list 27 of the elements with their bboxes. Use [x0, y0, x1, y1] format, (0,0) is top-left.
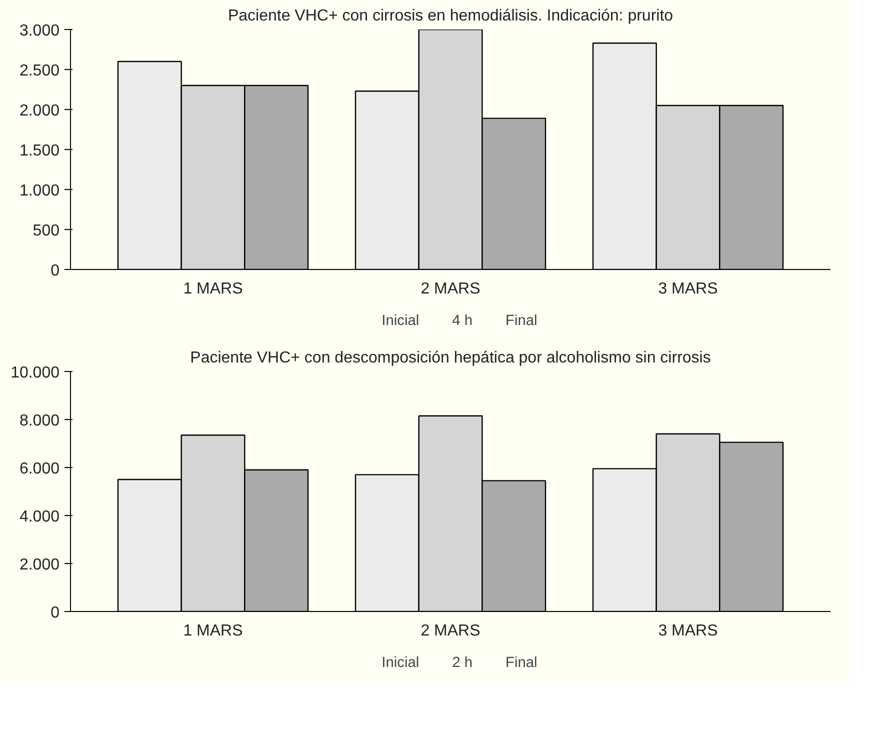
x-tick-label: 3 MARS — [658, 622, 718, 640]
x-tick-label: 3 MARS — [658, 280, 718, 298]
chart-title: Paciente VHC+ con cirrosis en hemodiálisis. Indicación: prurito — [228, 8, 674, 24]
y-tick-label: 10.000 — [10, 364, 60, 382]
text: Final — [506, 313, 538, 329]
text: 2 h — [452, 655, 473, 671]
y-tick-label: 2.000 — [19, 556, 60, 574]
y-tick-label: 2.500 — [19, 62, 60, 80]
x-tick-label: 1 MARS — [183, 280, 243, 298]
text: 4 h — [452, 313, 473, 329]
text: Inicial — [382, 655, 420, 671]
text: Inicial — [382, 313, 420, 329]
y-tick-label: 0 — [50, 604, 60, 622]
y-tick-label: 0 — [50, 262, 60, 280]
x-tick-label: 2 MARS — [420, 280, 480, 298]
y-tick-label: 1.000 — [19, 182, 60, 200]
y-tick-label: 2.000 — [19, 102, 60, 120]
text: Final — [506, 655, 538, 671]
y-tick-label: 3.000 — [19, 22, 60, 40]
x-tick-label: 1 MARS — [183, 622, 243, 640]
y-tick-label: 1.500 — [19, 142, 60, 160]
y-tick-label: 4.000 — [19, 508, 60, 526]
y-tick-label: 6.000 — [19, 460, 60, 478]
y-tick-label: 8.000 — [19, 412, 60, 430]
y-tick-label: 500 — [32, 222, 60, 240]
x-tick-label: 2 MARS — [420, 622, 480, 640]
chart-title: Paciente VHC+ con descomposición hepática por alcoholismo sin cirrosis — [190, 350, 711, 366]
